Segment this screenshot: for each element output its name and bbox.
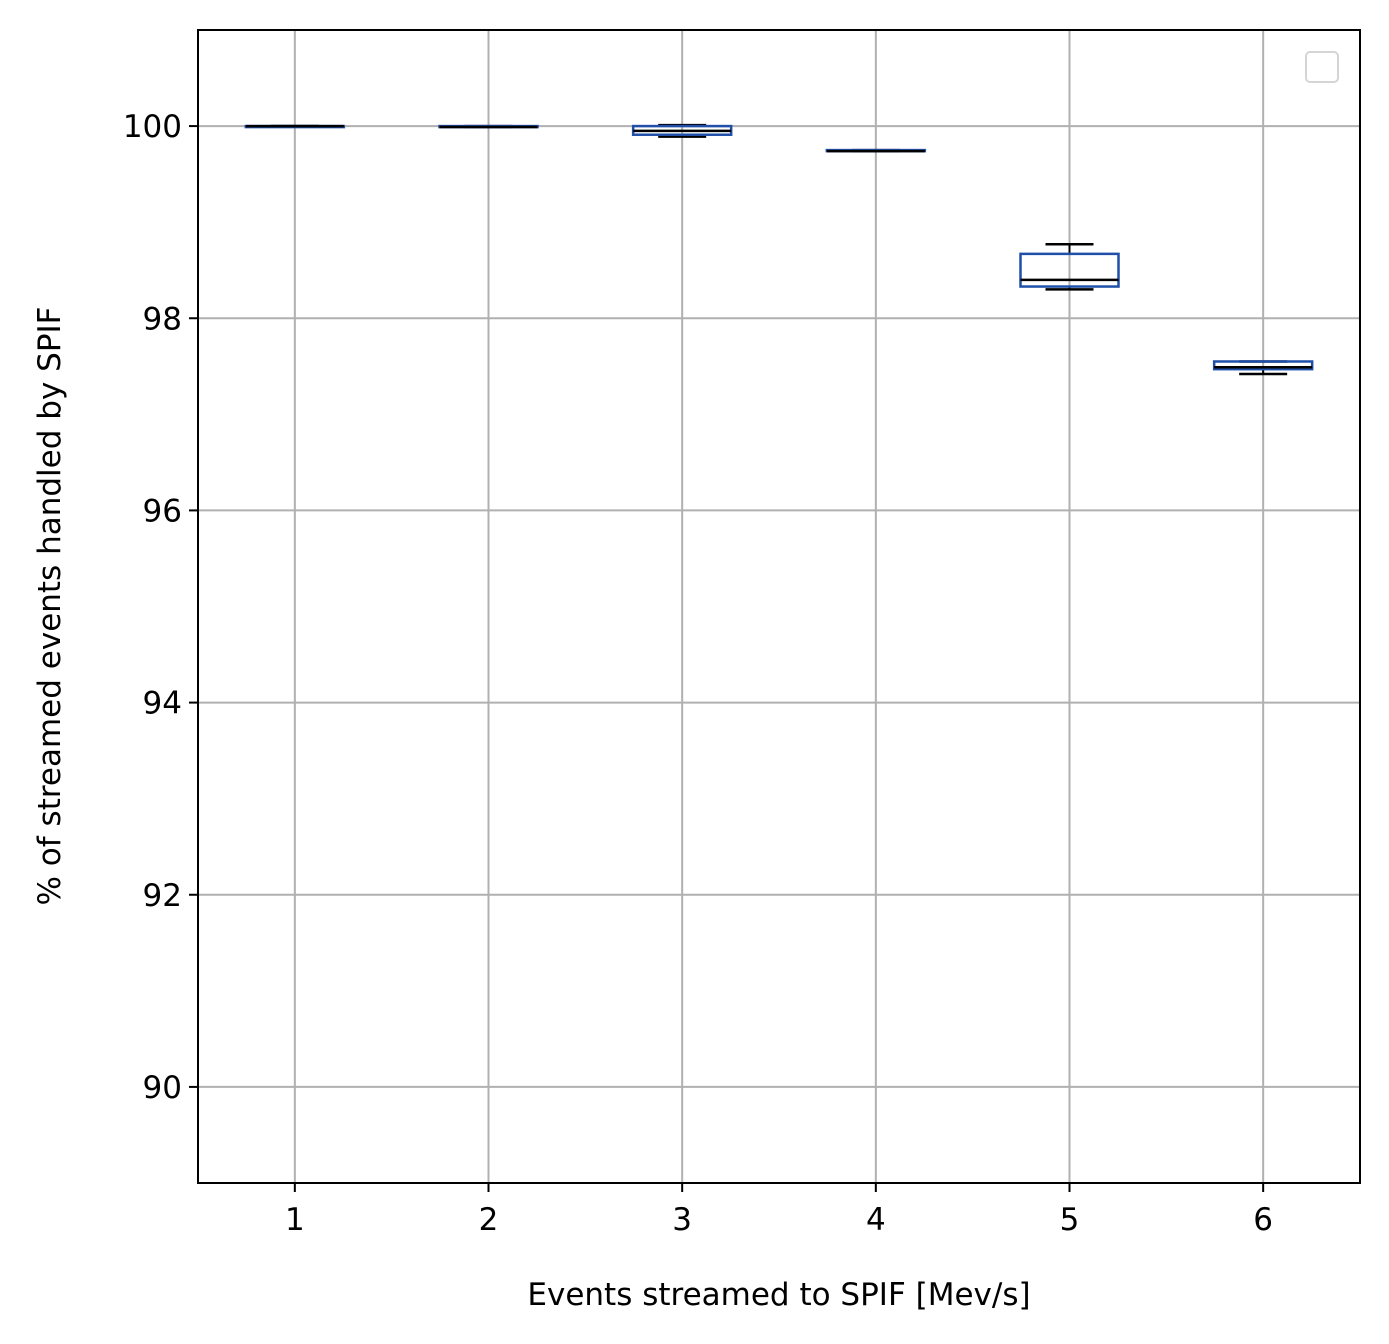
x-tick-label: 5 bbox=[1060, 1202, 1080, 1238]
box-series bbox=[244, 123, 1314, 376]
y-axis-ticks: 90 92 94 96 98 100 bbox=[123, 109, 198, 1106]
box-1 bbox=[244, 124, 346, 129]
box-5 bbox=[1019, 243, 1120, 291]
x-tick-label: 1 bbox=[285, 1202, 305, 1238]
legend-box bbox=[1305, 51, 1339, 83]
x-tick-label: 4 bbox=[866, 1202, 886, 1238]
y-tick-label: 92 bbox=[143, 878, 182, 914]
x-tick-label: 6 bbox=[1253, 1202, 1273, 1238]
x-axis-label: Events streamed to SPIF [Mev/s] bbox=[527, 1277, 1030, 1313]
y-tick-label: 90 bbox=[143, 1070, 182, 1106]
box-body bbox=[1019, 252, 1120, 288]
grid-lines bbox=[198, 30, 1360, 1183]
y-tick-label: 98 bbox=[143, 301, 182, 337]
plot-area-frame bbox=[197, 29, 1361, 1184]
box-2 bbox=[438, 124, 539, 129]
box-4 bbox=[825, 148, 927, 153]
y-tick-label: 96 bbox=[143, 493, 182, 529]
box-3 bbox=[631, 123, 733, 138]
y-tick-label: 94 bbox=[143, 686, 182, 722]
box-6 bbox=[1212, 360, 1314, 376]
x-tick-label: 2 bbox=[479, 1202, 499, 1238]
y-axis-label: % of streamed events handled by SPIF bbox=[32, 307, 68, 906]
x-tick-label: 3 bbox=[672, 1202, 692, 1238]
y-tick-label: 100 bbox=[123, 109, 182, 145]
box-body bbox=[1212, 360, 1314, 371]
x-axis-ticks: 1 2 3 4 5 6 bbox=[285, 1183, 1273, 1238]
